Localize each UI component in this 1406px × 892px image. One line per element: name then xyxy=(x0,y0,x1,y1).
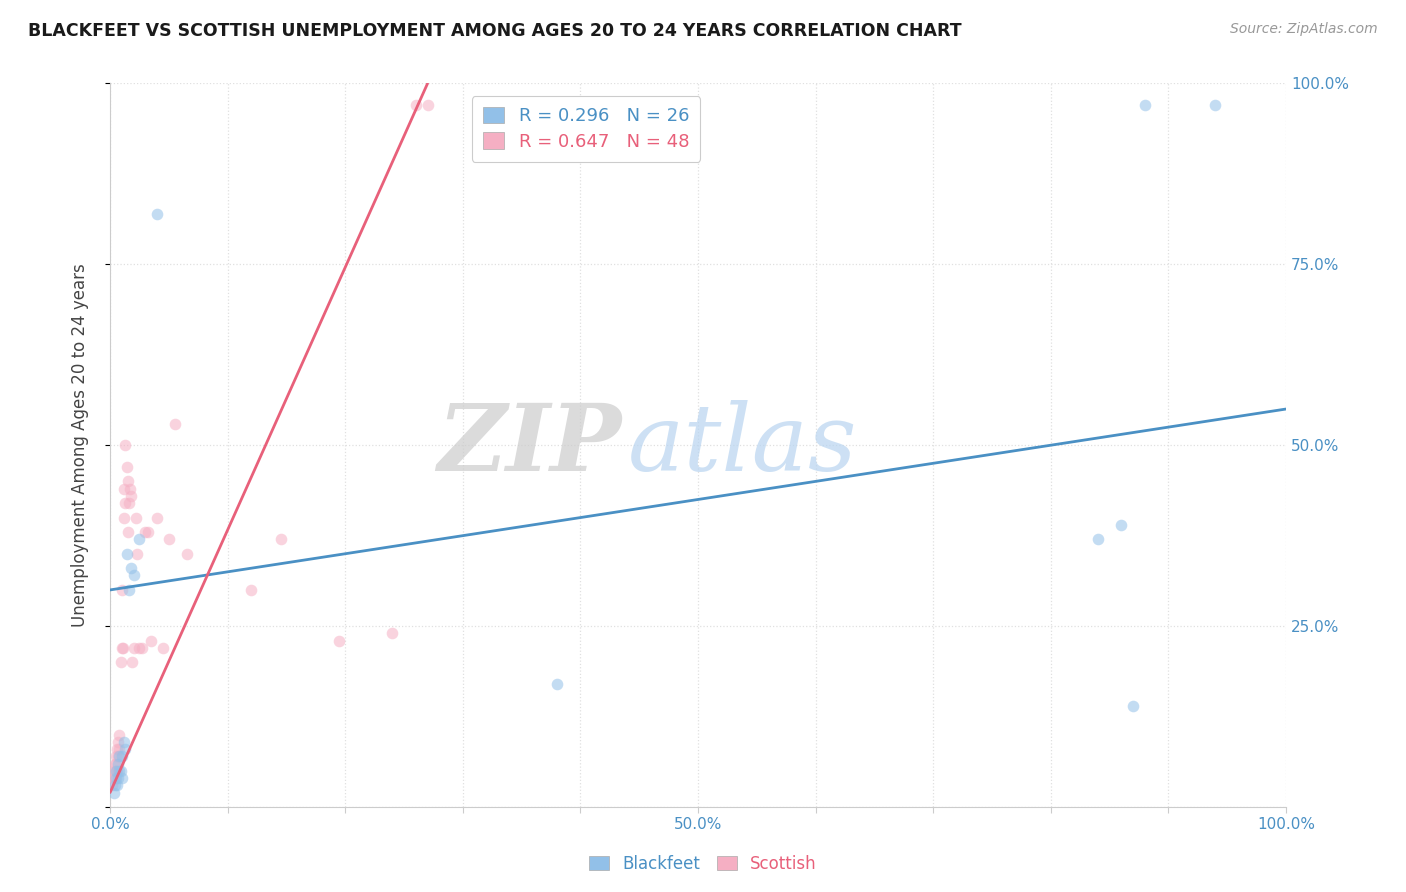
Point xyxy=(108,764,131,778)
Point xyxy=(1133,98,1156,112)
Point xyxy=(110,764,132,778)
Point xyxy=(111,771,134,785)
Text: BLACKFEET VS SCOTTISH UNEMPLOYMENT AMONG AGES 20 TO 24 YEARS CORRELATION CHART: BLACKFEET VS SCOTTISH UNEMPLOYMENT AMONG… xyxy=(28,22,962,40)
Point xyxy=(118,496,141,510)
Point xyxy=(107,735,129,749)
Point xyxy=(104,756,127,771)
Text: Source: ZipAtlas.com: Source: ZipAtlas.com xyxy=(1230,22,1378,37)
Point xyxy=(104,771,127,785)
Point xyxy=(546,677,568,691)
Point xyxy=(152,640,174,655)
Point xyxy=(111,749,134,764)
Point xyxy=(111,582,134,597)
Point xyxy=(118,582,141,597)
Point xyxy=(163,417,186,431)
Point xyxy=(115,547,138,561)
Point xyxy=(117,475,139,489)
Point xyxy=(120,482,142,496)
Point xyxy=(103,771,125,785)
Point xyxy=(104,764,127,778)
Point xyxy=(104,756,127,771)
Point xyxy=(105,778,128,792)
Point xyxy=(125,510,148,524)
Point xyxy=(108,742,131,756)
Point xyxy=(104,764,127,778)
Point xyxy=(108,749,131,764)
Point xyxy=(128,640,150,655)
Y-axis label: Unemployment Among Ages 20 to 24 years: Unemployment Among Ages 20 to 24 years xyxy=(72,263,89,627)
Point xyxy=(112,482,135,496)
Point xyxy=(1204,98,1226,112)
Point xyxy=(416,98,439,112)
Point xyxy=(122,568,145,582)
Point xyxy=(104,771,127,785)
Point xyxy=(1111,517,1133,532)
Point xyxy=(1087,533,1109,547)
Point xyxy=(103,785,125,799)
Point xyxy=(146,510,169,524)
Point xyxy=(136,524,159,539)
Point xyxy=(117,524,139,539)
Point xyxy=(146,207,169,221)
Point xyxy=(108,728,131,742)
Point xyxy=(107,756,129,771)
Point xyxy=(270,533,292,547)
Legend: R = 0.296   N = 26, R = 0.647   N = 48: R = 0.296 N = 26, R = 0.647 N = 48 xyxy=(472,96,700,161)
Point xyxy=(114,438,136,452)
Point xyxy=(128,533,150,547)
Point xyxy=(134,524,156,539)
Point xyxy=(107,749,129,764)
Point xyxy=(131,640,153,655)
Point xyxy=(114,496,136,510)
Point xyxy=(105,764,128,778)
Text: ZIP: ZIP xyxy=(437,401,621,491)
Point xyxy=(121,655,143,669)
Text: atlas: atlas xyxy=(627,401,858,491)
Point xyxy=(141,633,163,648)
Point xyxy=(101,778,124,792)
Point xyxy=(120,561,142,575)
Point xyxy=(105,742,128,756)
Point xyxy=(381,626,404,640)
Point xyxy=(114,742,136,756)
Point xyxy=(112,735,135,749)
Point xyxy=(110,655,132,669)
Legend: Blackfeet, Scottish: Blackfeet, Scottish xyxy=(582,848,824,880)
Point xyxy=(1122,698,1144,713)
Point xyxy=(107,771,129,785)
Point xyxy=(122,640,145,655)
Point xyxy=(127,547,149,561)
Point xyxy=(328,633,350,648)
Point xyxy=(405,98,427,112)
Point xyxy=(176,547,198,561)
Point xyxy=(111,640,134,655)
Point xyxy=(157,533,180,547)
Point xyxy=(120,489,142,503)
Point xyxy=(104,749,127,764)
Point xyxy=(104,778,127,792)
Point xyxy=(111,640,134,655)
Point xyxy=(112,510,135,524)
Point xyxy=(240,582,263,597)
Point xyxy=(115,459,138,474)
Point xyxy=(103,764,125,778)
